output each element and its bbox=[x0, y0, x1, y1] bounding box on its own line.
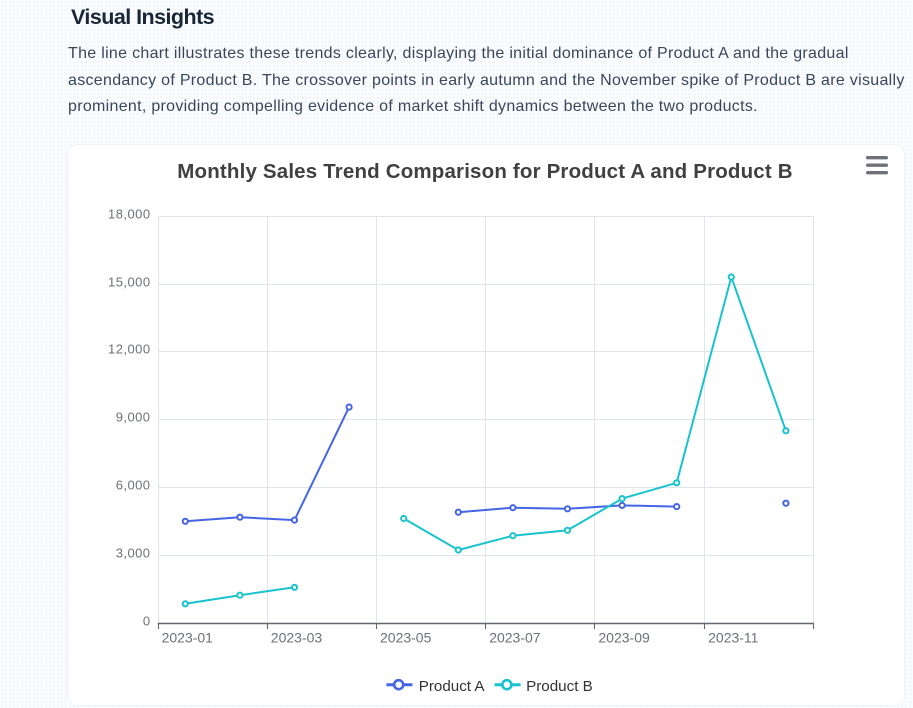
svg-text:6,000: 6,000 bbox=[116, 478, 151, 493]
svg-text:Product A: Product A bbox=[419, 678, 486, 695]
svg-text:12,000: 12,000 bbox=[108, 342, 150, 357]
svg-text:2023-11: 2023-11 bbox=[708, 630, 759, 646]
svg-text:2023-09: 2023-09 bbox=[598, 630, 650, 646]
svg-text:3,000: 3,000 bbox=[116, 546, 151, 561]
svg-text:2023-01: 2023-01 bbox=[162, 630, 214, 646]
svg-text:2023-05: 2023-05 bbox=[380, 630, 432, 646]
svg-text:2023-07: 2023-07 bbox=[489, 630, 541, 646]
svg-text:15,000: 15,000 bbox=[108, 275, 150, 290]
svg-text:Monthly Sales Trend Comparison: Monthly Sales Trend Comparison for Produ… bbox=[177, 160, 792, 183]
svg-text:18,000: 18,000 bbox=[108, 207, 150, 222]
svg-text:9,000: 9,000 bbox=[116, 410, 151, 425]
svg-text:0: 0 bbox=[143, 614, 151, 629]
svg-text:2023-03: 2023-03 bbox=[271, 630, 323, 646]
svg-text:Product B: Product B bbox=[526, 678, 593, 695]
